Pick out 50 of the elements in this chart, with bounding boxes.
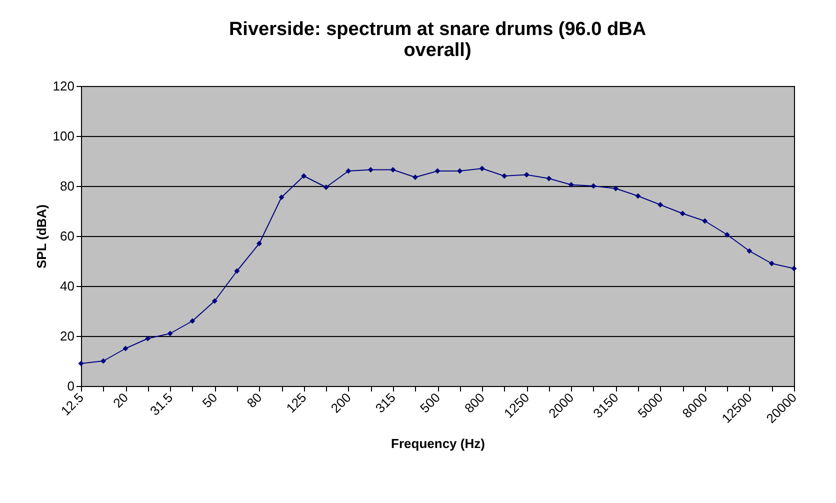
x-tick-label: 80 bbox=[244, 390, 265, 411]
point bbox=[323, 184, 329, 190]
point bbox=[278, 194, 284, 200]
x-tick-label: 315 bbox=[372, 390, 398, 416]
point bbox=[702, 218, 708, 224]
point bbox=[212, 298, 218, 304]
y-tick-label: 0 bbox=[67, 378, 74, 394]
y-tick-label: 100 bbox=[52, 128, 74, 144]
point bbox=[78, 360, 84, 366]
point bbox=[791, 266, 797, 272]
x-axis-title: Frequency (Hz) bbox=[391, 436, 485, 452]
point bbox=[434, 168, 440, 174]
point bbox=[301, 173, 307, 179]
y-axis-title: SPL (dBA) bbox=[34, 204, 49, 269]
point bbox=[724, 232, 730, 238]
y-tick-label: 80 bbox=[60, 178, 74, 194]
point bbox=[167, 330, 173, 336]
y-tick-label: 120 bbox=[52, 78, 74, 94]
point bbox=[234, 268, 240, 274]
y-tick-label: 40 bbox=[60, 278, 74, 294]
chart-title: Riverside: spectrum at snare drums (96.0 dBA overall) bbox=[228, 19, 646, 61]
point bbox=[145, 336, 151, 342]
x-tick-label: 50 bbox=[199, 390, 220, 411]
x-tick-label: 200 bbox=[328, 390, 354, 416]
point bbox=[546, 176, 552, 182]
point bbox=[680, 210, 686, 216]
point bbox=[524, 172, 530, 178]
point bbox=[746, 248, 752, 254]
y-tick-label: 20 bbox=[60, 328, 74, 344]
point bbox=[568, 182, 574, 188]
point bbox=[635, 193, 641, 199]
x-tick-label: 20 bbox=[110, 390, 132, 411]
point bbox=[590, 183, 596, 189]
point bbox=[658, 202, 664, 208]
point bbox=[768, 260, 774, 266]
x-tick-label: 31.5 bbox=[147, 390, 176, 418]
x-tick-label: 500 bbox=[416, 390, 443, 416]
point bbox=[100, 358, 106, 364]
point bbox=[390, 167, 396, 172]
point bbox=[479, 166, 485, 172]
x-tick-label: 800 bbox=[462, 390, 488, 416]
x-tick-label: 125 bbox=[283, 390, 310, 416]
point bbox=[122, 346, 128, 352]
y-tick-label: 60 bbox=[60, 228, 74, 244]
point bbox=[412, 174, 418, 180]
point bbox=[346, 168, 352, 174]
point bbox=[502, 173, 508, 179]
point bbox=[368, 167, 374, 172]
point bbox=[457, 168, 463, 174]
point bbox=[190, 318, 196, 324]
